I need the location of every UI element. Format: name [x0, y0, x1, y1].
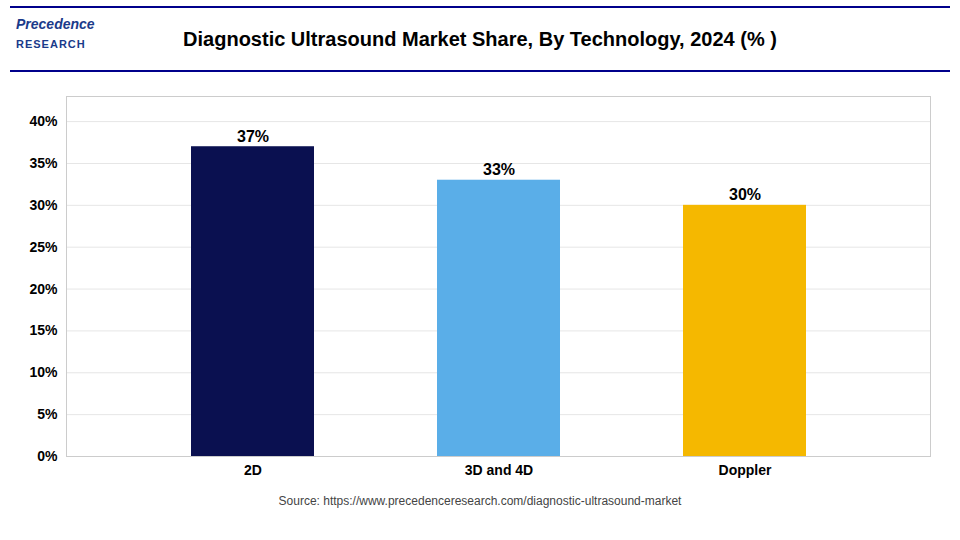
svg-text:30%: 30% — [29, 197, 58, 213]
html-text:Diagnostic Ultrasound Market S: Diagnostic Ultrasound Market Share, By T… — [183, 27, 777, 50]
svg-text:2D: 2D — [244, 462, 262, 478]
html-text:Source: https://www.precedence: Source: https://www.precedenceresearch.c… — [278, 494, 682, 508]
svg-text:30%: 30% — [729, 186, 761, 203]
svg-text:37%: 37% — [237, 128, 269, 145]
svg-text:20%: 20% — [29, 281, 58, 297]
svg-text:40%: 40% — [29, 113, 58, 129]
svg-text:Doppler: Doppler — [719, 462, 772, 478]
html-text:Precedence: Precedence — [16, 16, 95, 32]
svg-text:10%: 10% — [29, 364, 58, 380]
html-text:RESEARCH: RESEARCH — [16, 38, 86, 50]
svg-text:0%: 0% — [37, 448, 58, 464]
svg-text:15%: 15% — [29, 322, 58, 338]
svg-text:35%: 35% — [29, 155, 58, 171]
svg-text:3D and 4D: 3D and 4D — [465, 462, 533, 478]
svg-text:33%: 33% — [483, 161, 515, 178]
svg-text:5%: 5% — [37, 406, 58, 422]
svg-text:25%: 25% — [29, 239, 58, 255]
